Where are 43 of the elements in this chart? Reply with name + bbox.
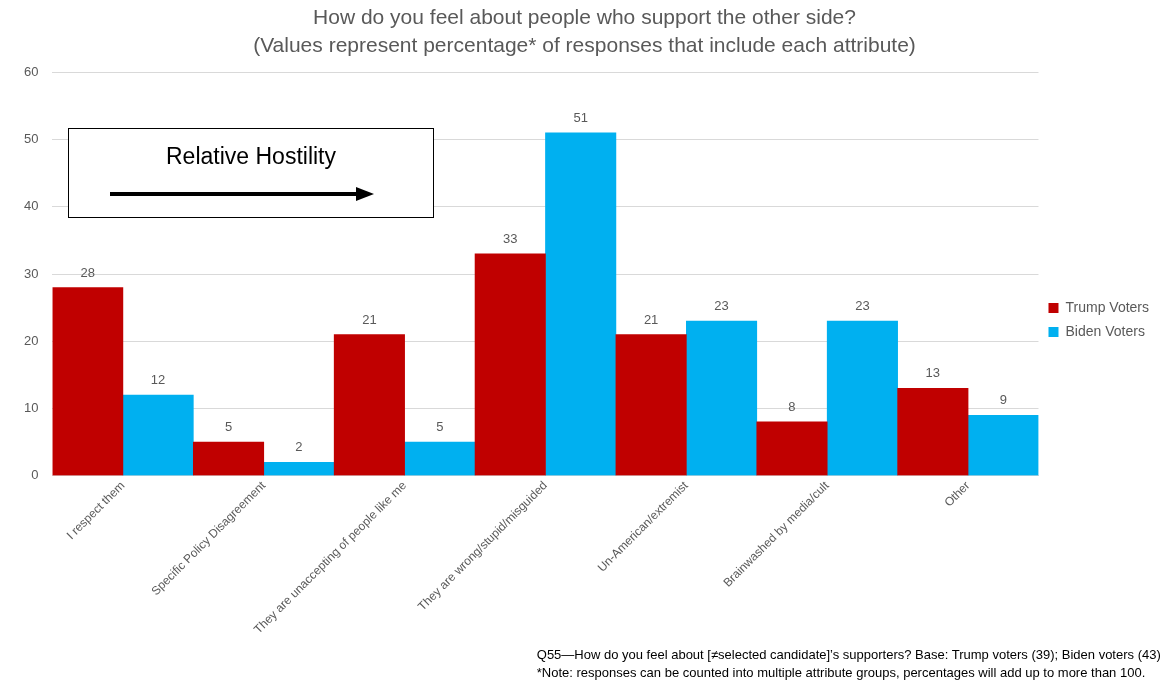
y-tick-label: 20 [23, 332, 39, 348]
data-label: 5 [224, 419, 233, 435]
text: Q55—How do you feel about [≠selected candidate]’s supporters? Base: Trump voters (39); Biden voters (43) [536, 647, 1161, 662]
bar [756, 421, 828, 476]
y-tick-label: 30 [23, 265, 39, 281]
data-label: 8 [788, 399, 796, 415]
text-box: Relative Hostility [68, 128, 434, 218]
data-label: 9 [999, 392, 1007, 408]
data-label: 28 [80, 264, 95, 280]
y-tick-label: 10 [23, 400, 39, 416]
data-label: 33 [503, 230, 518, 246]
bar [545, 132, 617, 476]
y-tick-label: 60 [23, 63, 39, 79]
data-label: 21 [362, 311, 377, 327]
data-label: 2 [295, 439, 303, 455]
data-label: 12 [150, 372, 166, 388]
bar [615, 334, 687, 476]
y-tick-label: 0 [31, 467, 39, 483]
legend-label: Biden Voters [1065, 322, 1145, 339]
data-label: 51 [573, 109, 588, 125]
data-label: 5 [436, 419, 444, 435]
legend-label: Trump Voters [1065, 298, 1150, 315]
y-tick-label: 40 [23, 198, 39, 214]
chart-title: How do you feel about people who support the other side? [313, 5, 856, 29]
data-label: 23 [714, 298, 729, 314]
data-label: 21 [643, 311, 659, 327]
data-label: 23 [855, 298, 870, 314]
bar [192, 441, 265, 476]
bar [122, 394, 194, 476]
bar [826, 320, 898, 476]
chart-subtitle: (Values represent percentage* of responses that include each attribute) [253, 32, 916, 56]
bar [967, 414, 1039, 476]
bar [404, 441, 476, 476]
bar [897, 387, 969, 476]
y-tick-label: 50 [23, 131, 39, 147]
bar [52, 287, 124, 476]
bar [474, 253, 546, 476]
text: *Note: responses can be counted into multiple attribute groups, percentages will add up to more than 100. [536, 665, 1146, 680]
annotation: Relative Hostility [165, 143, 337, 170]
bar [686, 320, 758, 476]
data-label: 13 [925, 365, 941, 381]
bar [263, 461, 335, 476]
bar [333, 334, 405, 476]
